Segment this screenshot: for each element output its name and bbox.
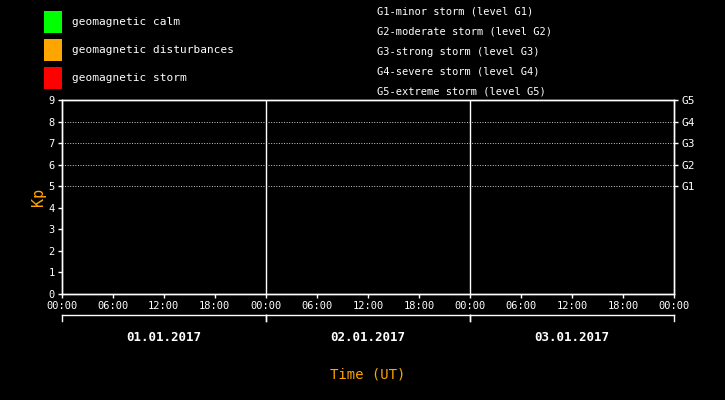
Bar xyxy=(44,39,62,61)
Text: G4-severe storm (level G4): G4-severe storm (level G4) xyxy=(377,67,539,77)
Text: geomagnetic disturbances: geomagnetic disturbances xyxy=(72,45,234,55)
Bar xyxy=(44,67,62,89)
Text: G5-extreme storm (level G5): G5-extreme storm (level G5) xyxy=(377,87,546,97)
Text: G2-moderate storm (level G2): G2-moderate storm (level G2) xyxy=(377,27,552,37)
Text: geomagnetic storm: geomagnetic storm xyxy=(72,73,187,83)
Text: 02.01.2017: 02.01.2017 xyxy=(331,331,405,344)
Text: 01.01.2017: 01.01.2017 xyxy=(126,331,202,344)
Bar xyxy=(44,11,62,33)
Text: G3-strong storm (level G3): G3-strong storm (level G3) xyxy=(377,47,539,57)
Y-axis label: Kp: Kp xyxy=(30,188,46,206)
Text: G1-minor storm (level G1): G1-minor storm (level G1) xyxy=(377,7,534,17)
Text: Time (UT): Time (UT) xyxy=(331,367,405,381)
Text: geomagnetic calm: geomagnetic calm xyxy=(72,17,181,27)
Text: 03.01.2017: 03.01.2017 xyxy=(534,331,610,344)
